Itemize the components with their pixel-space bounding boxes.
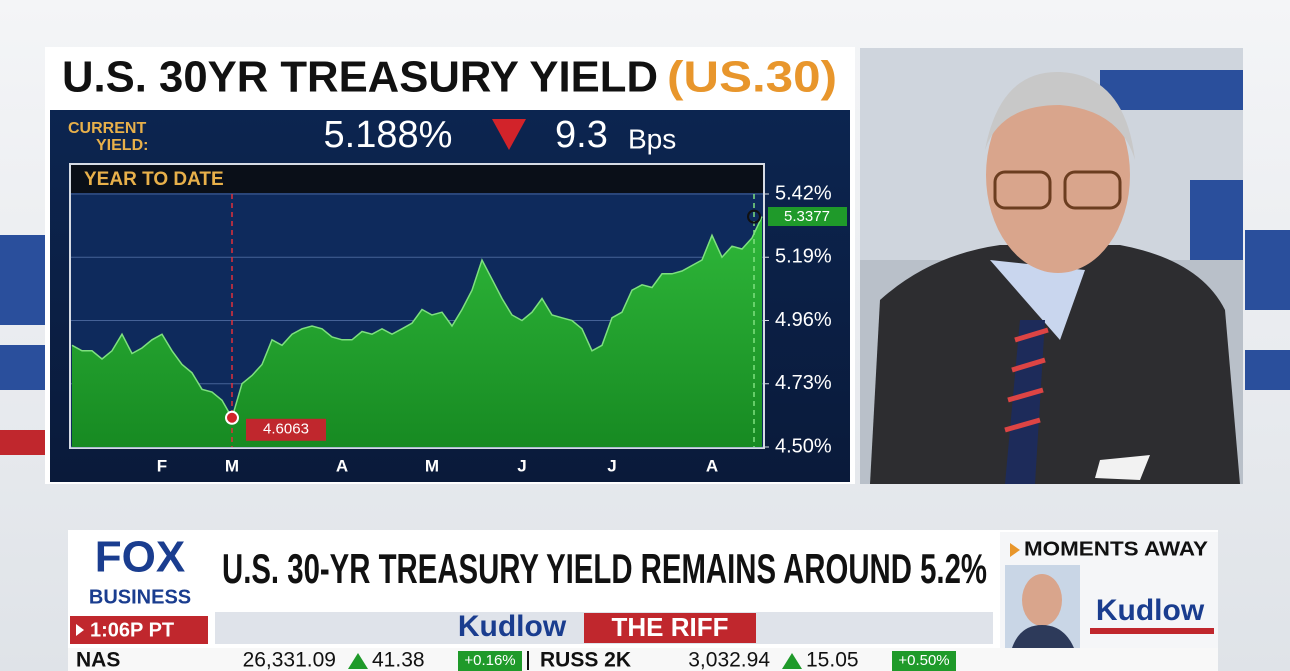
chart-title: U.S. 30YR TREASURY YIELD xyxy=(62,53,658,102)
time: 1:06P PT xyxy=(90,619,174,641)
background-stripes xyxy=(0,230,1290,455)
ticker-percent-box xyxy=(458,651,522,671)
last-label: 5.3377 xyxy=(784,208,830,225)
chart: 4.50% 4.73% 4.96% 5.19% 5.42% F M A M J J A 4.6063 5.… xyxy=(71,182,847,475)
ticker-symbol: RUSS 2K xyxy=(540,649,631,671)
x-tick-label: A xyxy=(336,456,348,475)
next-arrow xyxy=(1010,543,1020,557)
area xyxy=(72,216,762,447)
x-tick-label: M xyxy=(225,456,239,475)
y-tick-label: 4.50% xyxy=(775,435,832,457)
x-tick-label: J xyxy=(517,456,526,475)
ticker-symbol: NAS xyxy=(76,649,120,671)
ticker-price: 26,331.09 xyxy=(243,649,336,671)
next-label: MOMENTS AWAY xyxy=(1024,538,1209,560)
ticker-up-arrow xyxy=(348,653,368,669)
change-unit: Bps xyxy=(628,123,676,154)
segment-box xyxy=(584,613,756,643)
ticker-change: 15.05 xyxy=(806,649,859,671)
next-host xyxy=(1005,565,1080,648)
period-bar xyxy=(71,165,763,193)
ticker-price: 3,032.94 xyxy=(688,649,770,671)
chart-symbol: (US.30) xyxy=(667,53,837,102)
low-label: 4.6063 xyxy=(263,421,309,438)
logo-bottom: BUSINESS xyxy=(89,586,191,608)
low-point xyxy=(225,410,239,425)
low-label-box xyxy=(246,418,326,441)
line xyxy=(71,216,763,420)
next-underline xyxy=(1090,628,1214,634)
x-tick-label: A xyxy=(706,456,718,475)
ticker-bar xyxy=(68,648,1218,671)
next-show: Kudlow xyxy=(1096,594,1205,627)
last-label-box xyxy=(768,207,847,226)
y-tick-label: 5.19% xyxy=(775,246,832,268)
headline: U.S. 30-YR TREASURY YIELD REMAINS AROUND… xyxy=(222,545,987,592)
studio-video xyxy=(860,48,1243,484)
y-tick-label: 5.42% xyxy=(775,182,832,204)
time-box xyxy=(70,616,208,644)
x-tick-label: J xyxy=(607,456,616,475)
logo-top: FOX xyxy=(95,533,185,582)
ticker: NAS 26,331.09 41.38 +0.16% RUSS 2K 3,032.94 15… xyxy=(76,649,956,671)
time-arrow xyxy=(76,624,84,636)
show-name: Kudlow xyxy=(458,610,567,643)
ticker-up-arrow xyxy=(782,653,802,669)
logo-box xyxy=(70,532,210,612)
ticker-percent: +0.50% xyxy=(898,652,949,669)
period-label: YEAR TO DATE xyxy=(84,169,224,190)
change-value: 9.3 xyxy=(555,114,608,156)
segment: THE RIFF xyxy=(612,612,729,642)
last-point xyxy=(747,209,761,224)
ticker-percent-box xyxy=(892,651,956,671)
x-tick-label: F xyxy=(157,456,167,475)
ticker-change: 41.38 xyxy=(372,649,425,671)
current-value: 5.188% xyxy=(324,114,453,156)
ticker-percent: +0.16% xyxy=(464,652,515,669)
x-tick-label: M xyxy=(425,456,439,475)
y-tick-label: 4.73% xyxy=(775,372,832,394)
current-label: CURRENT YIELD: xyxy=(68,120,148,154)
down-arrow xyxy=(492,119,526,150)
y-tick-label: 4.96% xyxy=(775,309,832,331)
